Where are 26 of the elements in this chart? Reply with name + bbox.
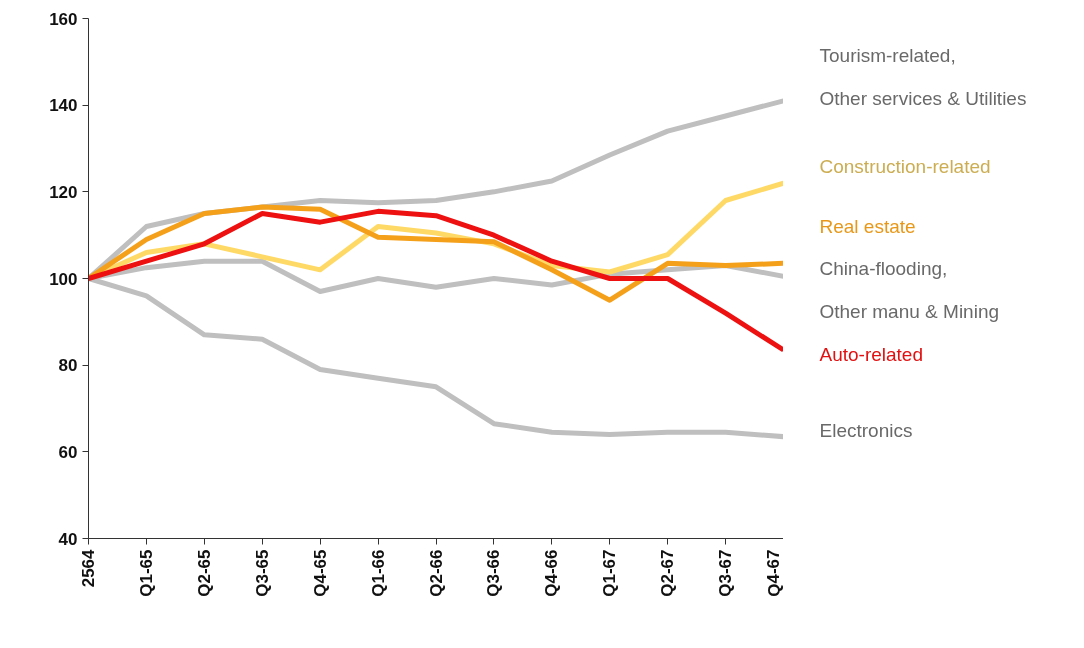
series-label: Construction-related [819, 155, 991, 177]
x-tick-label: Q2-66 [426, 549, 446, 597]
y-tick-label: 40 [58, 529, 78, 549]
series-label: Electronics [819, 420, 913, 442]
x-tick-label: Q2-65 [194, 549, 214, 597]
x-tick-label: Q3-65 [252, 549, 272, 597]
y-tick-label: 100 [49, 269, 78, 289]
x-tick-label: Q4-66 [542, 549, 562, 597]
x-tick-label: Q2-67 [658, 549, 678, 597]
y-tick-label: 120 [49, 182, 78, 202]
x-tick-label: Q3-67 [716, 549, 736, 597]
x-tick-label: 2564 [79, 548, 98, 588]
series-label: Tourism-related, Other services & Utilities [819, 45, 1027, 110]
y-tick-label: 80 [58, 356, 78, 376]
x-tick-label: Q4-65 [310, 549, 330, 597]
series-label: Auto-related [819, 343, 924, 365]
y-tick-label: 160 [49, 9, 78, 29]
text: China-flooding, Other manu & Mining [819, 257, 1000, 322]
x-tick-label: Q1-66 [368, 549, 388, 597]
x-tick-label: Q1-67 [600, 549, 620, 597]
x-tick-label: Q1-65 [136, 549, 156, 597]
y-tick-label: 140 [49, 96, 78, 116]
y-tick-label: 60 [58, 442, 78, 462]
text: Real estate [819, 215, 916, 237]
x-tick-label: Q3-66 [484, 549, 504, 597]
x-tick-label: Q4-67 [764, 549, 784, 597]
